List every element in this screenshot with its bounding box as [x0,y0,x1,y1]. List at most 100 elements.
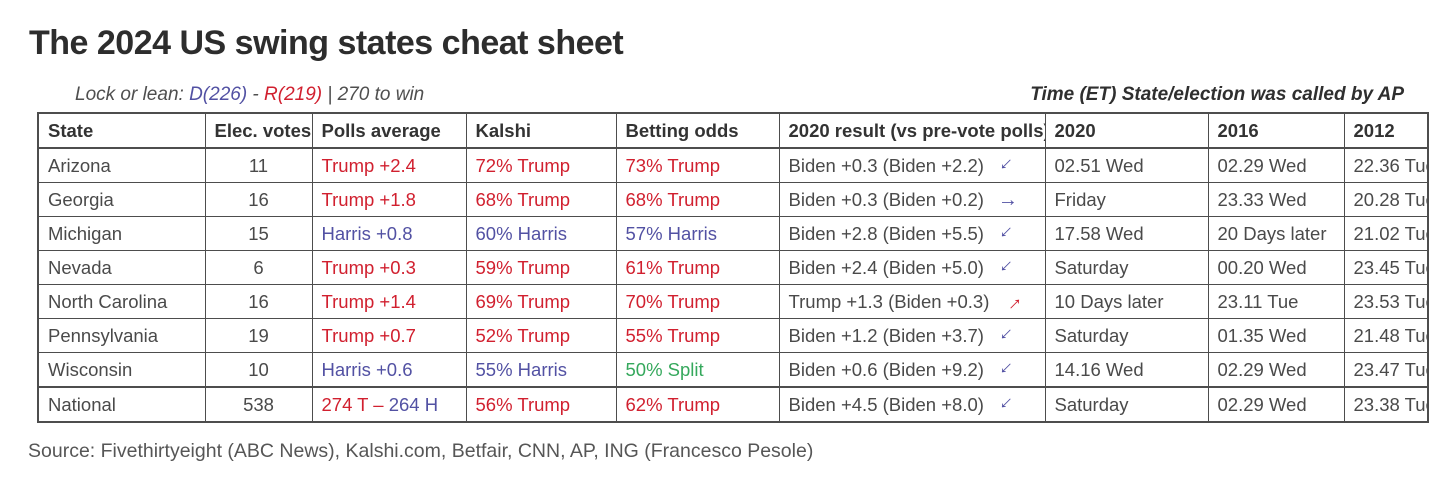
polls-average-cell: Trump +1.8 [311,182,467,217]
electoral-votes-cell: 538 [204,386,313,423]
value-text: 61% Trump [625,256,721,278]
call-time-2016-cell: 02.29 Wed [1207,352,1345,388]
kalshi-cell: 68% Trump [465,182,617,217]
result-2020-cell: Biden +0.3 (Biden +0.2) → [778,182,1046,217]
polls-average-cell: 274 T – 264 H [311,386,467,423]
kalshi-cell: 55% Harris [465,352,617,388]
result-2020-cell: Biden +4.5 (Biden +8.0) → [778,386,1046,423]
electoral-votes-cell: 10 [204,352,313,388]
table-row: Nevada 6 Trump +0.3 59% Trump 61% Trump Biden… [37,250,1429,285]
source-note: Source: Fivethirtyeight (ABC News), Kals… [28,440,814,462]
call-time-2020-cell: Saturday [1044,386,1209,423]
call-time-2016-cell: 20 Days later [1207,216,1345,251]
table-row: National 538 274 T – 264 H 56% Trump 62% Tru… [37,386,1429,423]
result-2020-cell: Trump +1.3 (Biden +0.3) → [778,284,1046,319]
state-cell: Pennsylvania [37,318,206,353]
trend-arrow-down-left-icon: → [993,150,1023,181]
value-text: Trump +2.4 [321,154,416,176]
column-header: Elec. votes [204,112,313,149]
betting-odds-cell: 57% Harris [615,216,780,251]
call-time-2012-cell: 23.45 Tue [1343,250,1429,285]
table-body: Arizona 11 Trump +2.4 72% Trump 73% Trump Bid… [37,147,1429,423]
dem-electoral-count: D(226) [189,84,248,105]
electoral-votes-cell: 11 [204,147,313,183]
state-cell: Michigan [37,216,206,251]
column-header: Betting odds [615,112,780,149]
polls-average-cell: Harris +0.8 [311,216,467,251]
rep-electoral-count: R(219) [264,84,323,105]
value-text: Trump +1.4 [321,290,416,312]
value-text: Harris +0.8 [321,222,413,244]
call-time-2020-cell: 14.16 Wed [1044,352,1209,388]
value-text: 264 H [388,393,439,415]
call-time-2020-cell: Friday [1044,182,1209,217]
betting-odds-cell: 68% Trump [615,182,780,217]
betting-odds-cell: 61% Trump [615,250,780,285]
betting-odds-cell: 55% Trump [615,318,780,353]
kalshi-cell: 72% Trump [465,147,617,183]
value-text: 70% Trump [625,290,721,312]
call-time-2020-cell: 10 Days later [1044,284,1209,319]
result-2020-cell: Biden +1.2 (Biden +3.7) → [778,318,1046,353]
value-text: Harris +0.6 [321,358,413,380]
kalshi-cell: 52% Trump [465,318,617,353]
lock-or-lean-separator: - [247,84,265,105]
electoral-votes-cell: 16 [204,284,313,319]
value-text: 59% Trump [475,256,571,278]
trend-arrow-down-left-icon: → [993,389,1023,420]
state-cell: Wisconsin [37,352,206,388]
value-text: 73% Trump [625,154,721,176]
result-text: Biden +2.8 (Biden +5.5) [788,222,984,244]
sub-header-row: Lock or lean: D(226) - R(219) | 270 to w… [0,82,1456,108]
polls-average-cell: Trump +2.4 [311,147,467,183]
value-text: Trump +0.7 [321,324,416,346]
call-time-2016-cell: 01.35 Wed [1207,318,1345,353]
call-time-2012-cell: 20.28 Tue [1343,182,1429,217]
result-text: Biden +0.3 (Biden +0.2) [788,188,984,210]
call-time-2016-cell: 02.29 Wed [1207,147,1345,183]
trend-arrow-up-right-icon: → [998,286,1029,317]
state-cell: Georgia [37,182,206,217]
state-cell: Nevada [37,250,206,285]
call-time-2012-cell: 23.38 Tue [1343,386,1429,423]
state-cell: Arizona [37,147,206,183]
result-text: Biden +0.6 (Biden +9.2) [788,358,984,380]
swing-states-table: State Elec. votes Polls average Kalshi Betti… [37,112,1429,423]
value-text: 55% Harris [475,358,568,380]
call-time-2016-cell: 23.33 Wed [1207,182,1345,217]
result-text: Biden +1.2 (Biden +3.7) [788,324,984,346]
table-row: Pennsylvania 19 Trump +0.7 52% Trump 55% Tru… [37,318,1429,353]
trend-arrow-right-icon: → [997,188,1018,211]
electoral-votes-cell: 16 [204,182,313,217]
value-text: 55% Trump [625,324,721,346]
electoral-votes-cell: 6 [204,250,313,285]
value-text: 68% Trump [625,188,721,210]
betting-odds-cell: 70% Trump [615,284,780,319]
value-text: 60% Harris [475,222,568,244]
call-time-2012-cell: 23.53 Tue [1343,284,1429,319]
call-time-2016-cell: 00.20 Wed [1207,250,1345,285]
lock-or-lean-label: Lock or lean: [75,84,190,105]
betting-odds-cell: 50% Split [615,352,780,388]
call-time-2020-cell: 02.51 Wed [1044,147,1209,183]
result-2020-cell: Biden +2.8 (Biden +5.5) → [778,216,1046,251]
call-time-2012-cell: 23.47 Tue [1343,352,1429,388]
state-cell: North Carolina [37,284,206,319]
betting-odds-cell: 62% Trump [615,386,780,423]
value-text: 72% Trump [475,154,571,176]
value-text: Trump +0.3 [321,256,416,278]
trend-arrow-down-left-icon: → [993,354,1023,385]
to-win-note: | 270 to win [322,84,425,105]
call-time-2020-cell: Saturday [1044,250,1209,285]
value-text: 274 T – [321,393,389,415]
trend-arrow-down-left-icon: → [993,320,1023,351]
lock-or-lean-note: Lock or lean: D(226) - R(219) | 270 to w… [75,84,424,106]
state-cell: National [37,386,206,423]
kalshi-cell: 56% Trump [465,386,617,423]
trend-arrow-down-left-icon: → [993,252,1023,283]
electoral-votes-cell: 15 [204,216,313,251]
value-text: 69% Trump [475,290,571,312]
call-time-2012-cell: 21.48 Tue [1343,318,1429,353]
table-row: Michigan 15 Harris +0.8 60% Harris 57% Harri… [37,216,1429,251]
result-2020-cell: Biden +2.4 (Biden +5.0) → [778,250,1046,285]
